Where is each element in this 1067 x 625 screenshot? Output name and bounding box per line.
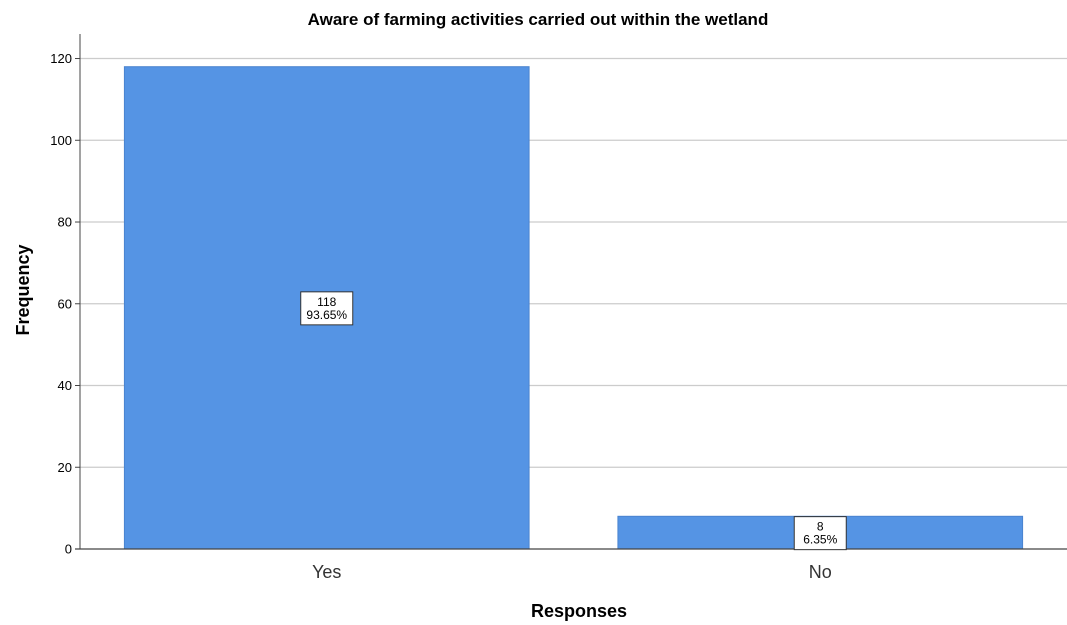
bars	[123, 66, 1024, 550]
data-label-box	[300, 291, 354, 326]
data-label-count: 8	[817, 520, 824, 534]
y-tick-label: 120	[50, 51, 72, 66]
y-axis: 0 20 40 60 80 100 120	[50, 34, 81, 557]
x-tick-label: No	[809, 562, 832, 582]
data-label-percent: 6.35%	[803, 533, 837, 547]
data-label-percent: 93.65%	[306, 308, 347, 322]
y-tick-label: 0	[65, 542, 72, 557]
x-axis-title: Responses	[531, 601, 627, 621]
chart-title: Aware of farming activities carried out …	[308, 10, 769, 29]
y-tick-label: 40	[58, 378, 72, 393]
y-tick-label: 20	[58, 460, 72, 475]
x-tick-label: Yes	[312, 562, 341, 582]
x-axis: Yes No	[75, 548, 1067, 582]
y-tick-label: 60	[58, 296, 72, 311]
data-label-no: 86.35%	[793, 516, 847, 551]
data-label-box	[793, 516, 847, 551]
y-tick-label: 100	[50, 133, 72, 148]
y-axis-title: Frequency	[13, 244, 33, 335]
y-tick-label: 80	[58, 215, 72, 230]
data-label-count: 118	[317, 295, 336, 309]
